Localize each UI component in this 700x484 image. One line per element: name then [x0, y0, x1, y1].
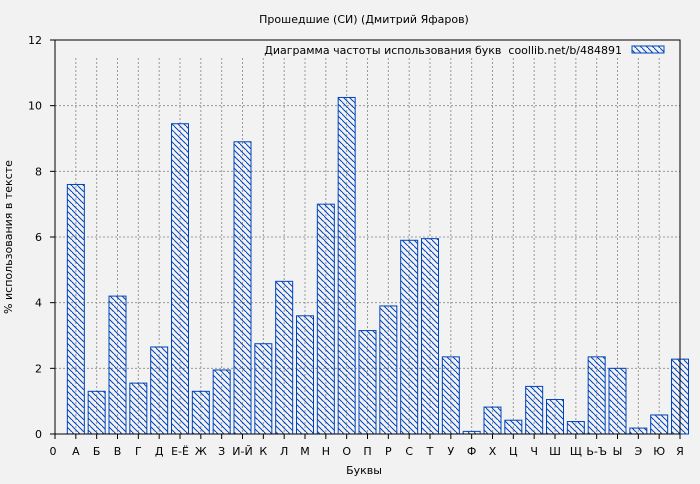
bar-Е-Ё: [171, 123, 189, 435]
bar-К: [254, 343, 273, 435]
x-tick-label: Г: [135, 445, 142, 458]
x-axis-label: Буквы: [346, 464, 382, 477]
y-tick-label: 6: [35, 231, 42, 244]
x-tick-label: Е-Ё: [171, 445, 189, 458]
y-tick-label: 8: [35, 165, 42, 178]
y-tick-label: 0: [35, 428, 42, 441]
x-tick-label: Ф: [467, 445, 476, 458]
x-tick-label: О: [342, 445, 351, 458]
legend-label: Диаграмма частоты использования букв coo…: [264, 44, 622, 57]
y-tick-label: 10: [28, 100, 42, 113]
x-tick-label: К: [259, 445, 267, 458]
bar-Д: [150, 346, 169, 435]
bar-О: [337, 96, 356, 435]
x-tick-label: Э: [634, 445, 642, 458]
x-tick-label: Л: [280, 445, 288, 458]
bar-Л: [275, 280, 294, 435]
x-tick-label: Ч: [530, 445, 538, 458]
bar-Т: [421, 238, 439, 435]
x-tick-label: Н: [322, 445, 330, 458]
bar-Ю: [650, 414, 669, 435]
x-tick-label: Б: [93, 445, 101, 458]
legend-swatch: [631, 45, 665, 54]
x-tick-label: У: [447, 445, 454, 458]
bar-Р: [379, 305, 398, 435]
x-tick-label: А: [72, 445, 80, 458]
bar-У: [441, 356, 460, 435]
bar-Щ: [566, 421, 585, 435]
bar-З: [212, 369, 231, 435]
x-tick-label: Ш: [549, 445, 561, 458]
bar-М: [296, 315, 314, 435]
x-tick-label: Т: [426, 445, 434, 458]
x-tick-label: В: [114, 445, 122, 458]
x-tick-label: Я: [676, 445, 684, 458]
x-tick-label: И-Й: [232, 445, 252, 458]
y-axis: 0 2 4 6 8 10 12: [28, 34, 55, 441]
x-tick-label: Х: [489, 445, 497, 458]
bar-Ц: [504, 419, 523, 435]
bar-С: [400, 239, 419, 435]
bar-А: [66, 183, 85, 435]
bar-Н: [316, 203, 335, 435]
bar-В: [108, 295, 127, 435]
bar-Ь-Ъ: [587, 356, 606, 435]
x-tick-label: Ь-Ъ: [586, 445, 607, 458]
bar-Э: [629, 427, 648, 435]
x-tick-label: Щ: [570, 445, 582, 458]
x-tick-label: Д: [155, 445, 164, 458]
chart-title: Прошедшие (СИ) (Дмитрий Яфаров): [259, 13, 469, 26]
y-axis-label: % использования в тексте: [2, 160, 15, 314]
y-tick-label: 2: [35, 362, 42, 375]
x-tick-label: С: [405, 445, 413, 458]
x-tick-label: П: [363, 445, 371, 458]
bar-И-Й: [233, 141, 252, 435]
x-tick-label: М: [300, 445, 310, 458]
x-tick-label: Ю: [653, 445, 665, 458]
bar-Ж: [191, 390, 210, 435]
x-axis: 0 А Б В Г Д Е-Ё Ж З И-Й К Л М Н О П Р С Т У Ф Х Ц Ч Ш Щ Ь-Ъ Ы Э Ю Я: [50, 434, 684, 458]
x-tick-label: З: [218, 445, 225, 458]
x-tick-label: Ж: [195, 445, 207, 458]
bar-Ш: [546, 399, 564, 435]
y-tick-label: 4: [35, 297, 42, 310]
x-tick-label: Ц: [509, 445, 518, 458]
legend: Диаграмма частоты использования букв coo…: [264, 44, 665, 57]
bar-Ы: [608, 367, 627, 435]
bar-Б: [87, 390, 106, 435]
y-tick-label: 12: [28, 34, 42, 47]
x-tick-label: Ы: [613, 445, 623, 458]
bars: [66, 96, 689, 435]
bar-Г: [129, 382, 148, 435]
bar-П: [358, 330, 377, 435]
x-tick-label-origin: 0: [50, 445, 57, 458]
bar-Ч: [525, 385, 544, 435]
x-tick-label: Р: [385, 445, 392, 458]
bar-Х: [483, 406, 502, 435]
